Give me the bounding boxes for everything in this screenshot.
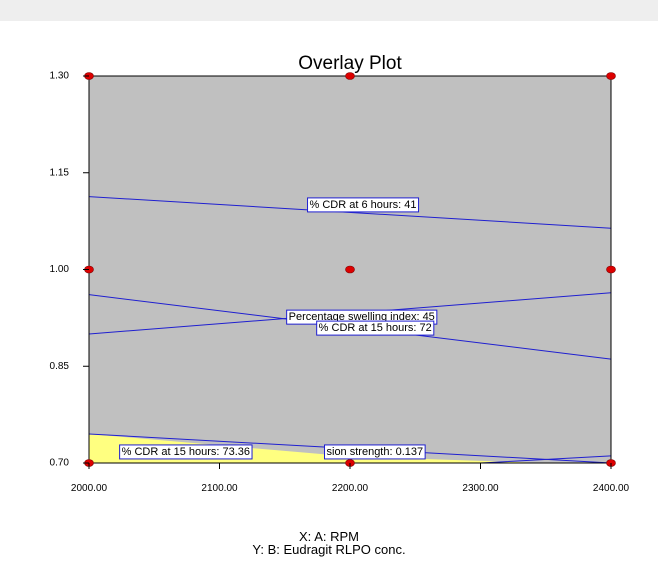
design-point-2 (345, 72, 355, 80)
x-tick-label-3: 2200.00 (332, 483, 369, 494)
contour-label-4: % CDR at 15 hours: 73.36 (122, 446, 250, 458)
x-tick-label-1: 2000.00 (71, 483, 108, 494)
contour-label-box-5 (324, 444, 426, 460)
contour-label-3: % CDR at 15 hours: 72 (319, 322, 432, 334)
y-axis-caption: Y: B: Eudragit RLPO conc. (252, 542, 406, 557)
contour-label-5: sion strength: 0.137 (327, 446, 424, 458)
contour-label-box-1 (307, 197, 420, 213)
window-top-bar (0, 0, 658, 21)
x-axis-caption: X: A: RPM (299, 529, 359, 544)
y-tick-label-2: 1.15 (50, 167, 70, 178)
chart-title: Overlay Plot (298, 53, 402, 74)
y-tick-label-1: 1.30 (50, 71, 70, 82)
contour-label-box-3 (316, 320, 435, 336)
design-point-5 (345, 265, 355, 274)
design-point-6 (606, 265, 616, 274)
y-tick-label-3: 1.00 (50, 264, 70, 275)
contour-label-1: % CDR at 6 hours: 41 (310, 199, 417, 211)
x-tick-label-4: 2300.00 (462, 483, 499, 494)
contour-label-2: Percentage swelling index: 45 (289, 311, 435, 323)
contour-line-1 (88, 196, 612, 229)
contour-label-box-4 (119, 444, 253, 460)
design-point-3 (606, 72, 616, 80)
x-tick-label-2: 2100.00 (201, 483, 238, 494)
y-tick-label-4: 0.85 (50, 361, 70, 372)
x-tick-label-5: 2400.00 (593, 483, 630, 494)
y-tick-label-5: 0.70 (50, 458, 70, 469)
